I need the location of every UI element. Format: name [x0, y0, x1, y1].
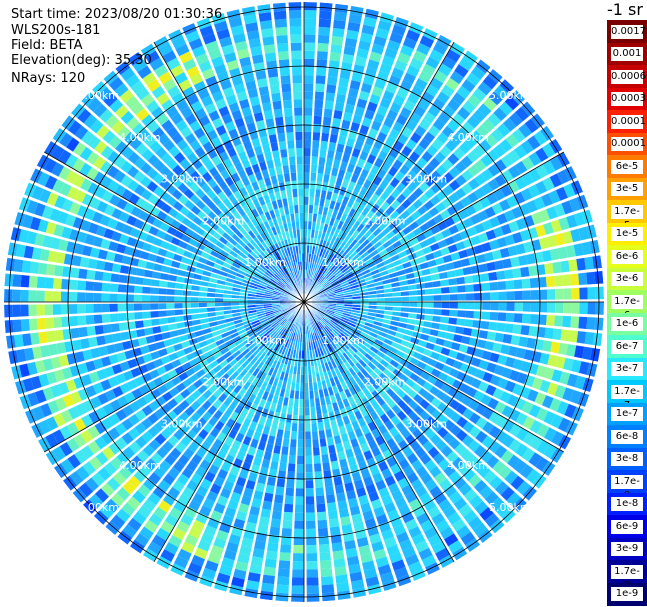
range-label: 3.00km	[406, 173, 448, 186]
colorbar-cell: 3e-8	[607, 447, 647, 471]
colorbar-tick-label: 1e-7	[611, 407, 643, 421]
range-label: 5.00km	[489, 89, 531, 102]
azimuth-spoke	[43, 301, 305, 453]
range-label: 4.00km	[119, 131, 161, 144]
range-label: 4.00km	[447, 131, 489, 144]
colorbar-cell: 0.0001	[607, 132, 647, 156]
colorbar-cell: 0.001	[607, 42, 647, 66]
colorbar-cell: 1e-7	[607, 402, 647, 426]
colorbar-cell: 3e-5	[607, 177, 647, 201]
range-label: 1.00km	[244, 256, 286, 269]
colorbar-tick-label: 0.0001	[611, 137, 646, 151]
azimuth-spoke	[303, 301, 455, 563]
colorbar-tick-label: 6e-8	[611, 429, 643, 444]
device-label: WLS200s-181	[11, 23, 101, 38]
colorbar-cell: 1.7e-6	[607, 290, 647, 321]
azimuth-spokes	[4, 2, 604, 602]
colorbar-tick-label: 1.7e-5	[611, 204, 643, 231]
range-label: 4.00km	[447, 459, 489, 472]
colorbar-cell: 1.7e-7	[607, 380, 647, 411]
range-label: 1.00km	[322, 256, 364, 269]
elevation-label: Elevation(deg): 35.30	[11, 53, 152, 68]
colorbar-tick-label: 0.001	[611, 47, 643, 61]
azimuth-spoke	[43, 151, 305, 303]
field-label: Field: BETA	[11, 38, 83, 53]
colorbar-cell: 3e-6	[607, 267, 647, 291]
colorbar-tick-label: 6e-7	[611, 339, 643, 354]
range-label: 5.00km	[77, 501, 119, 514]
colorbar-tick-label: 1e-6	[611, 317, 643, 331]
colorbar-cell: 1e-9	[607, 582, 647, 606]
range-label: 5.00km	[77, 89, 119, 102]
range-label: 3.00km	[161, 417, 203, 430]
azimuth-spoke	[153, 301, 305, 563]
colorbar-tick-label: 6e-5	[611, 159, 643, 174]
colorbar-cell: 1.7e-5	[607, 200, 647, 231]
range-label: 3.00km	[161, 173, 203, 186]
colorbar-tick-label: 6e-9	[611, 519, 643, 534]
colorbar-cell: 6e-6	[607, 245, 647, 268]
colorbar-cell: 3e-9	[607, 537, 647, 561]
range-label: 2.00km	[364, 214, 406, 227]
range-label: 2.00km	[364, 376, 406, 389]
colorbar-tick-label: 6e-6	[611, 249, 643, 264]
colorbar-tick-label: 3e-5	[611, 182, 643, 196]
colorbar-cell: 6e-5	[607, 155, 647, 178]
colorbar-cell: 1.7e-9	[607, 560, 647, 591]
colorbar-tick-label: 1.7e-6	[611, 294, 643, 321]
colorbar-tick-label: 1.7e-7	[611, 384, 643, 411]
colorbar-tick-label: 0.0006	[611, 69, 646, 84]
colorbar-cell: 6e-8	[607, 425, 647, 448]
azimuth-spoke	[303, 41, 455, 303]
colorbar-tick-label: 1e-5	[611, 227, 643, 241]
azimuth-spoke	[303, 301, 565, 453]
colorbar-unit: -1 sr	[607, 0, 643, 19]
colorbar-cell: 6e-7	[607, 335, 647, 358]
range-label: 1.00km	[244, 334, 286, 347]
colorbar-tick-label: 0.00017	[611, 114, 647, 129]
colorbar-cell: 1e-8	[607, 492, 647, 516]
range-label: 3.00km	[406, 417, 448, 430]
colorbar-cell: 0.0003	[607, 87, 647, 111]
colorbar-tick-label: 1.7e-8	[611, 474, 643, 501]
colorbar-tick-label: 1e-9	[611, 587, 643, 601]
range-label: 2.00km	[203, 214, 245, 227]
colorbar-tick-label: 3e-7	[611, 362, 643, 376]
colorbar-cell: 1e-5	[607, 222, 647, 246]
colorbar-cell: 6e-9	[607, 515, 647, 538]
range-label: 1.00km	[322, 334, 364, 347]
colorbar-cell: 3e-7	[607, 357, 647, 381]
nrays-label: NRays: 120	[11, 71, 86, 86]
range-label: 2.00km	[203, 376, 245, 389]
colorbar-tick-label: 0.0017	[611, 24, 646, 39]
colorbar-cell: 0.00017	[607, 110, 647, 133]
colorbar-tick-label: 3e-6	[611, 272, 643, 286]
colorbar-cell: 0.0006	[607, 65, 647, 88]
colorbar-cell: 0.0017	[607, 20, 647, 43]
colorbar-cell: 1.7e-8	[607, 470, 647, 501]
colorbar-tick-label: 0.0003	[611, 92, 646, 106]
range-label: 4.00km	[119, 459, 161, 472]
colorbar-tick-label: 1e-8	[611, 497, 643, 511]
colorbar-cell: 1e-6	[607, 312, 647, 336]
azimuth-spoke	[303, 151, 565, 303]
colorbar-tick-label: 3e-9	[611, 542, 643, 556]
colorbar-tick-label: 3e-8	[611, 452, 643, 466]
range-label: 5.00km	[489, 501, 531, 514]
range-labels: 1.00km 1.00km 1.00km 1.00km 2.00km 2.00km 2.00…	[77, 89, 530, 514]
start-time-label: Start time: 2023/08/20 01:30:36	[11, 7, 223, 22]
azimuth-spoke	[153, 41, 305, 303]
colorbar-tick-label: 1.7e-9	[611, 564, 643, 591]
